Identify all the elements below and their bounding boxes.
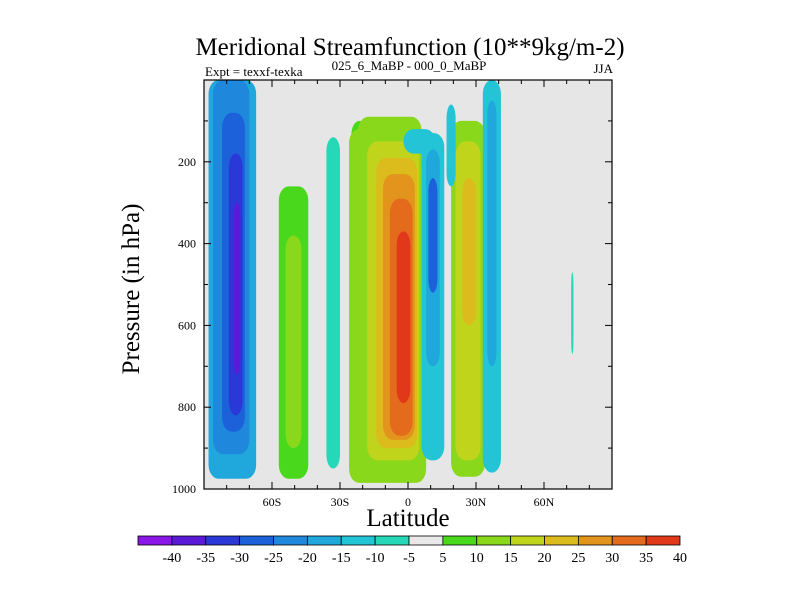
contour-cell <box>326 137 340 469</box>
colorbar-swatch <box>577 535 613 546</box>
y-tick-label: 400 <box>178 237 196 251</box>
colorbar-swatch <box>273 535 308 546</box>
colorbar-label: 10 <box>470 551 484 566</box>
contour-cell <box>428 178 438 293</box>
x-tick-label: 60S <box>263 495 282 509</box>
colorbar-label: 25 <box>571 551 585 566</box>
colorbar-swatch <box>645 535 681 546</box>
colorbar-swatch <box>510 535 545 546</box>
colorbar-label: -15 <box>332 551 351 566</box>
colorbar-label: 40 <box>673 551 687 566</box>
colorbar-swatch <box>374 535 410 546</box>
contour-cell <box>233 202 241 375</box>
center-string: 025_6_MaBP - 000_0_MaBP <box>332 58 487 73</box>
colorbar: -40 -35 -30 -25 -20 -15 -10 -5 5 10 15 20 25 30 35 40 <box>137 535 687 566</box>
colorbar-label: 35 <box>639 551 653 566</box>
colorbar-label: -20 <box>298 551 317 566</box>
colorbar-swatch <box>611 535 647 546</box>
colorbar-swatch <box>544 535 579 546</box>
y-tick-label: 200 <box>178 155 196 169</box>
colorbar-label: 20 <box>538 551 552 566</box>
plot-area: 60S 30S 0 30N 60N 200 400 600 800 1000 <box>172 79 613 509</box>
colorbar-swatch <box>408 535 444 546</box>
contour-cell <box>285 235 302 449</box>
colorbar-label: -40 <box>163 551 182 566</box>
y-tick-label: 600 <box>178 318 196 332</box>
colorbar-swatch <box>340 535 376 546</box>
contour-cell <box>462 178 476 326</box>
x-tick-label: 60N <box>534 495 555 509</box>
x-axis-label: Latitude <box>366 505 449 532</box>
colorbar-label: -25 <box>264 551 283 566</box>
colorbar-swatch <box>171 535 207 546</box>
colorbar-swatch <box>205 535 241 546</box>
colorbar-label: -30 <box>230 551 249 566</box>
chart-title: Meridional Streamfunction (10**9kg/m-2) <box>195 34 624 61</box>
x-tick-label: 30N <box>466 495 487 509</box>
x-tick-label: 0 <box>405 495 411 509</box>
y-tick-label: 800 <box>178 400 196 414</box>
contour-cell <box>571 272 574 355</box>
y-tick-label: 1000 <box>172 482 196 496</box>
colorbar-label: -10 <box>366 551 385 566</box>
x-tick-label: 30S <box>331 495 350 509</box>
contour-cell <box>487 100 497 367</box>
colorbar-label: -5 <box>403 551 415 566</box>
contour-cell <box>396 231 411 404</box>
contour-cell <box>446 104 456 187</box>
colorbar-swatch <box>306 535 342 546</box>
colorbar-swatch <box>239 535 274 546</box>
y-axis-label: Pressure (in hPa) <box>118 204 145 375</box>
colorbar-swatch <box>476 535 512 546</box>
colorbar-swatch <box>442 535 478 546</box>
colorbar-label: 15 <box>504 551 518 566</box>
right-string: JJA <box>593 61 613 76</box>
colorbar-label: -35 <box>196 551 215 566</box>
colorbar-swatch <box>137 535 173 546</box>
colorbar-label: 5 <box>439 551 446 566</box>
colorbar-label: 30 <box>605 551 619 566</box>
left-string: Expt = texxf-texka <box>205 64 303 79</box>
